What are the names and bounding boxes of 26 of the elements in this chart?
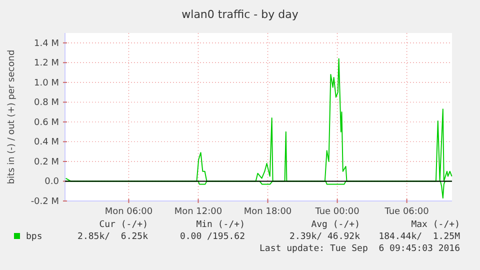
x-tick-label: Mon 18:00 [244, 207, 292, 217]
legend-label: bps [26, 232, 42, 242]
y-tick-label: 0.6 M [34, 118, 59, 128]
x-tick-label: Tue 06:00 [384, 207, 430, 217]
text: 184.44k/ 1.25M [378, 232, 461, 242]
y-tick-label: 0.8 M [34, 98, 59, 108]
text: 2.85k/ 6.25k [78, 232, 149, 242]
text: Max (-/+) [411, 220, 460, 230]
y-tick-label: 1.0 M [34, 78, 59, 88]
y-tick-label: 0.2 M [34, 157, 59, 168]
y-tick-label: 0.0 [44, 177, 60, 188]
y-axis-title: bits in (-) / out (+) per second [7, 50, 17, 184]
x-tick-label: Mon 06:00 [104, 207, 153, 217]
y-tick-label: 1.2 M [34, 58, 59, 69]
text: Cur (-/+) [99, 220, 148, 230]
x-tick-label: Mon 12:00 [174, 207, 222, 217]
y-tick-label: 1.4 M [34, 38, 59, 49]
y-tick-label: -0.2 M [30, 197, 59, 207]
text: Min (-/+) [196, 220, 245, 230]
text: Last update: Tue Sep 6 09:45:03 2016 [260, 244, 460, 254]
text: 2.39k/ 46.92k [290, 232, 361, 242]
text: 0.00 /195.62 [180, 232, 245, 242]
y-tick-label: 0.4 M [34, 138, 59, 148]
x-tick-label: Tue 00:00 [314, 207, 360, 217]
text: Avg (-/+) [311, 220, 360, 230]
chart-title: wlan0 traffic - by day [182, 8, 299, 21]
